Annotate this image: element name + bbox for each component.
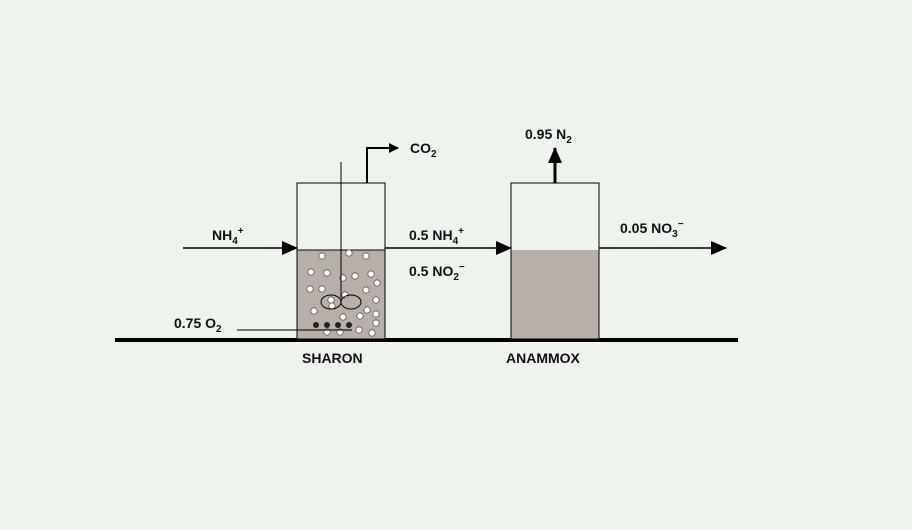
- n2-label: 0.95 N2: [525, 126, 572, 146]
- bubble: [345, 249, 353, 257]
- bubble: [373, 279, 381, 287]
- bubble: [306, 285, 314, 293]
- bubble: [372, 310, 380, 318]
- bubble: [363, 306, 371, 314]
- sharon-label: SHARON: [302, 350, 363, 366]
- no3-effluent-label: 0.05 NO3−: [620, 219, 684, 240]
- nh4-transfer-label: 0.5 NH4+: [409, 226, 464, 247]
- anammox-reactor: [510, 147, 600, 340]
- air-bubbles: [306, 249, 381, 337]
- aerator-icon: [313, 322, 352, 328]
- bubble: [318, 285, 326, 293]
- bubble: [318, 252, 326, 260]
- bubble: [356, 312, 364, 320]
- bubble: [368, 329, 376, 337]
- no2-transfer-label: 0.5 NO2−: [409, 262, 465, 283]
- inlet-label: NH4+: [212, 226, 244, 247]
- bubble: [362, 252, 370, 260]
- bubble: [307, 268, 315, 276]
- bubble: [362, 286, 370, 294]
- bubble: [339, 313, 347, 321]
- bubble: [367, 270, 375, 278]
- co2-outlet-arrow: [366, 143, 399, 183]
- anammox-label: ANAMMOX: [506, 350, 581, 366]
- co2-label: CO2: [410, 140, 437, 160]
- oxygen-label: 0.75 O2: [174, 315, 222, 335]
- sharon-reactor: [237, 143, 399, 340]
- bubble: [372, 296, 380, 304]
- bubble: [372, 319, 380, 327]
- stirrer-icon: [320, 162, 362, 310]
- anammox-liquid: [511, 250, 599, 339]
- bubble: [310, 307, 318, 315]
- bubble: [323, 269, 331, 277]
- bubble: [351, 272, 359, 280]
- bubble: [355, 326, 363, 334]
- bubble: [327, 296, 335, 304]
